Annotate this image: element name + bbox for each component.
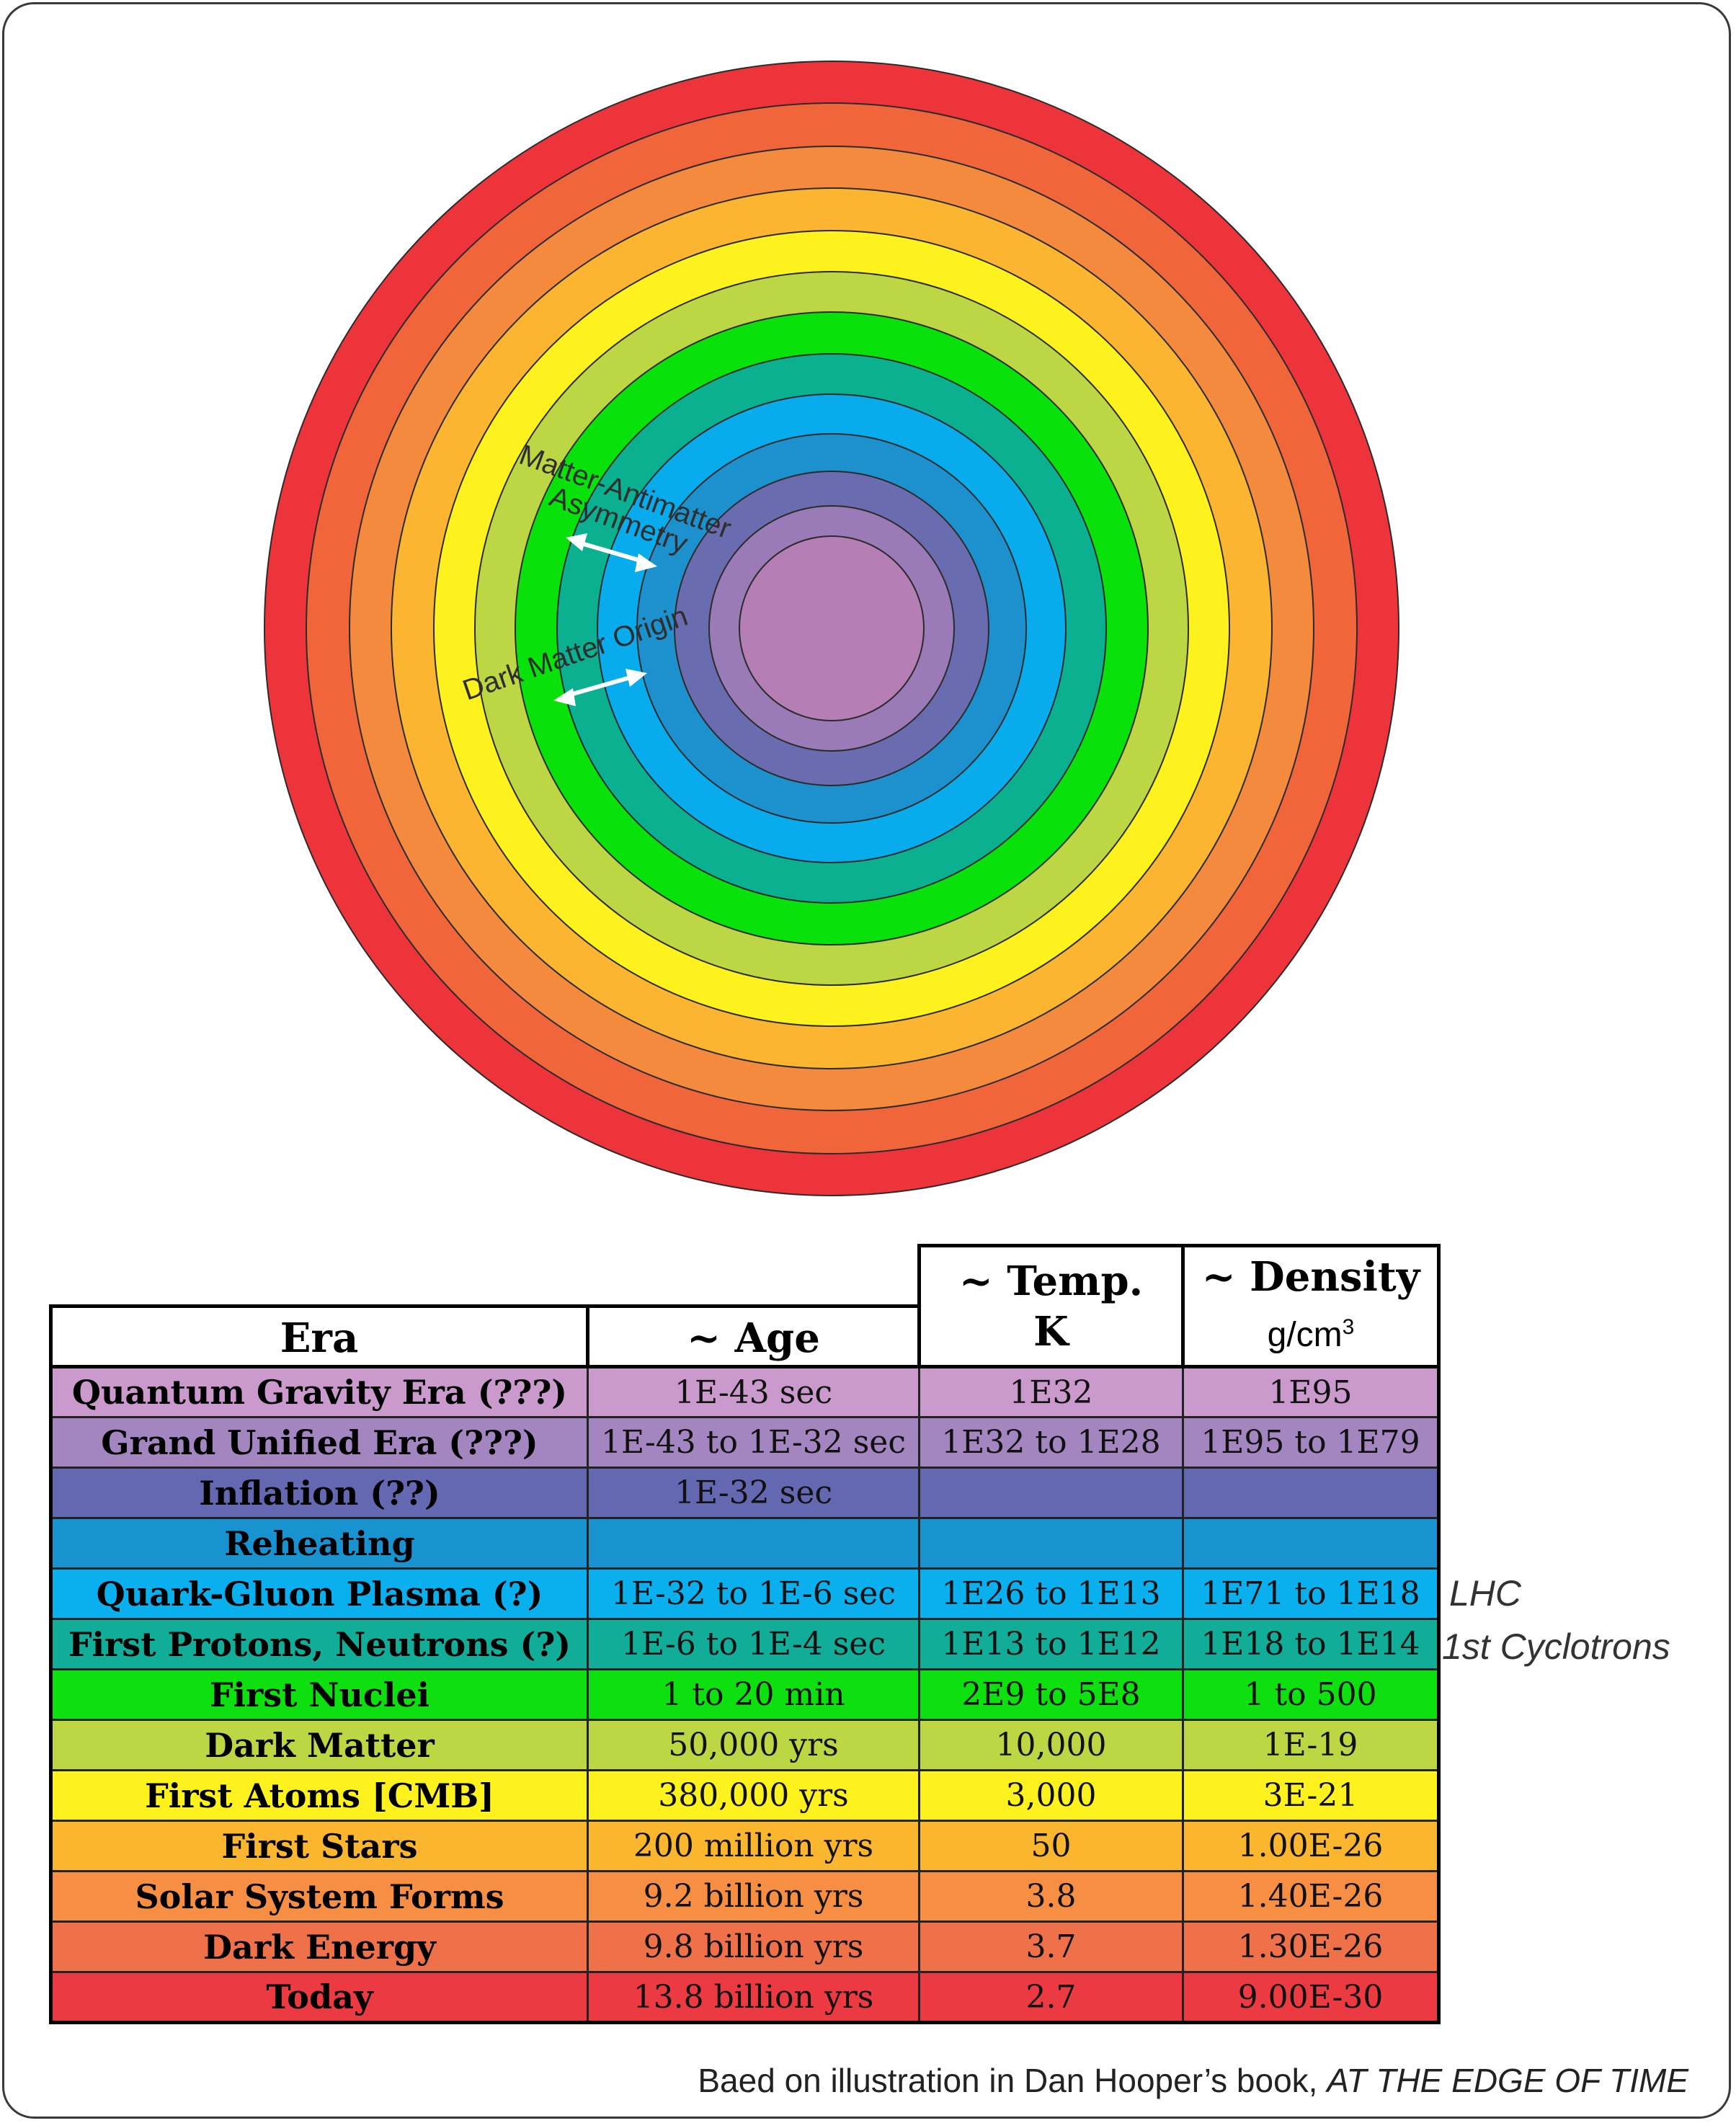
table-row: Inflation (??) 1E-32 sec xyxy=(49,1466,1441,1519)
header-temp-line1: ~ Temp. xyxy=(958,1257,1144,1305)
age-cell: 1E-6 to 1E-4 sec xyxy=(587,1618,920,1670)
age-cell xyxy=(587,1517,920,1570)
era-cell: First Stars xyxy=(49,1820,589,1872)
cyclotrons-note: 1st Cyclotrons xyxy=(1442,1626,1670,1667)
density-cell: 1E71 to 1E18 xyxy=(1182,1567,1441,1620)
density-cell xyxy=(1182,1466,1441,1519)
table-row: Dark Matter 50,000 yrs 10,000 1E-19 xyxy=(49,1719,1441,1771)
age-cell: 50,000 yrs xyxy=(587,1719,920,1771)
table-row: First Nuclei 1 to 20 min 2E9 to 5E8 1 to 50… xyxy=(49,1668,1441,1721)
density-cell: 3E-21 xyxy=(1182,1769,1441,1822)
era-cell: Quantum Gravity Era (???) xyxy=(49,1366,589,1418)
temp-cell: 3,000 xyxy=(918,1769,1184,1822)
density-cell: 9.00E-30 xyxy=(1182,1971,1441,2024)
age-cell: 1E-32 to 1E-6 sec xyxy=(587,1567,920,1620)
density-cell: 1 to 500 xyxy=(1182,1668,1441,1721)
temp-cell: 1E13 to 1E12 xyxy=(918,1618,1184,1670)
temp-cell xyxy=(918,1517,1184,1570)
era-cell: Dark Energy xyxy=(49,1921,589,1973)
era-cell: Dark Matter xyxy=(49,1719,589,1771)
ring-13 xyxy=(739,535,925,721)
credit-line: Baed on illustration in Dan Hooper’s boo… xyxy=(698,2061,1688,2100)
header-spacer xyxy=(51,1246,920,1307)
universe-rings-diagram: Matter-Antimatter Asymmetry Dark Matter … xyxy=(264,61,1399,1196)
era-cell: First Protons, Neutrons (?) xyxy=(49,1618,589,1670)
header-density: ~ Density g/cm3 xyxy=(1181,1244,1441,1368)
era-cell: Inflation (??) xyxy=(49,1466,589,1519)
header-density-line1: ~ Density xyxy=(1201,1253,1420,1301)
age-cell: 200 million yrs xyxy=(587,1820,920,1872)
age-cell: 1E-43 sec xyxy=(587,1366,920,1418)
age-cell: 1E-43 to 1E-32 sec xyxy=(587,1416,920,1469)
temp-cell: 1E32 xyxy=(918,1366,1184,1418)
density-unit-text: g/cm xyxy=(1267,1316,1343,1354)
temp-cell: 3.8 xyxy=(918,1870,1184,1923)
density-unit-sup: 3 xyxy=(1342,1315,1355,1339)
lhc-note: LHC xyxy=(1449,1573,1522,1614)
credit-book-title: AT THE EDGE OF TIME xyxy=(1327,2062,1688,2099)
table-row: First Protons, Neutrons (?) 1E-6 to 1E-4 … xyxy=(49,1618,1441,1670)
density-cell: 1.40E-26 xyxy=(1182,1870,1441,1923)
era-cell: Solar System Forms xyxy=(49,1870,589,1923)
era-cell: First Nuclei xyxy=(49,1668,589,1721)
temp-cell: 2.7 xyxy=(918,1971,1184,2024)
header-age: ~ Age xyxy=(586,1304,921,1368)
density-cell: 1E95 to 1E79 xyxy=(1182,1416,1441,1469)
temp-cell: 1E26 to 1E13 xyxy=(918,1567,1184,1620)
temp-cell xyxy=(918,1466,1184,1519)
temp-cell: 10,000 xyxy=(918,1719,1184,1771)
density-cell: 1E18 to 1E14 xyxy=(1182,1618,1441,1670)
density-cell: 1.00E-26 xyxy=(1182,1820,1441,1872)
temp-cell: 2E9 to 5E8 xyxy=(918,1668,1184,1721)
era-table: ~ Temp. K ~ Density g/cm3 Era ~ Age Quan… xyxy=(49,1244,1441,2024)
era-cell: Today xyxy=(49,1971,589,2024)
age-cell: 9.8 billion yrs xyxy=(587,1921,920,1973)
table-body: Quantum Gravity Era (???) 1E-43 sec 1E32 1E… xyxy=(49,1366,1441,2024)
temp-cell: 3.7 xyxy=(918,1921,1184,1973)
era-cell: First Atoms [CMB] xyxy=(49,1769,589,1822)
table-row: Reheating xyxy=(49,1517,1441,1570)
credit-prefix: Baed on illustration in Dan Hooper’s boo… xyxy=(698,2062,1327,2099)
age-cell: 13.8 billion yrs xyxy=(587,1971,920,2024)
era-cell: Reheating xyxy=(49,1517,589,1570)
table-row: First Stars 200 million yrs 50 1.00E-26 xyxy=(49,1820,1441,1872)
table-row: Grand Unified Era (???) 1E-43 to 1E-32 se… xyxy=(49,1416,1441,1469)
density-cell: 1E95 xyxy=(1182,1366,1441,1418)
age-cell: 380,000 yrs xyxy=(587,1769,920,1822)
density-cell: 1.30E-26 xyxy=(1182,1921,1441,1973)
header-temp-line2: K xyxy=(1033,1307,1069,1356)
dark-matter-origin-arrow xyxy=(553,669,647,706)
header-era: Era xyxy=(49,1304,589,1368)
table-row: Quark-Gluon Plasma (?) 1E-32 to 1E-6 sec 1… xyxy=(49,1567,1441,1620)
age-cell: 1 to 20 min xyxy=(587,1668,920,1721)
era-cell: Quark-Gluon Plasma (?) xyxy=(49,1567,589,1620)
temp-cell: 1E32 to 1E28 xyxy=(918,1416,1184,1469)
header-temp: ~ Temp. K xyxy=(917,1244,1185,1368)
table-row: Today 13.8 billion yrs 2.7 9.00E-30 xyxy=(49,1971,1441,2024)
density-cell: 1E-19 xyxy=(1182,1719,1441,1771)
table-row: Quantum Gravity Era (???) 1E-43 sec 1E32 1E… xyxy=(49,1366,1441,1418)
table-row: Dark Energy 9.8 billion yrs 3.7 1.30E-26 xyxy=(49,1921,1441,1973)
table-row: First Atoms [CMB] 380,000 yrs 3,000 3E-21 xyxy=(49,1769,1441,1822)
header-density-unit: g/cm3 xyxy=(1187,1302,1435,1361)
temp-cell: 50 xyxy=(918,1820,1184,1872)
table-row: Solar System Forms 9.2 billion yrs 3.8 1.40… xyxy=(49,1870,1441,1923)
density-cell xyxy=(1182,1517,1441,1570)
age-cell: 1E-32 sec xyxy=(587,1466,920,1519)
era-cell: Grand Unified Era (???) xyxy=(49,1416,589,1469)
matter-antimatter-arrow xyxy=(566,533,657,572)
age-cell: 9.2 billion yrs xyxy=(587,1870,920,1923)
